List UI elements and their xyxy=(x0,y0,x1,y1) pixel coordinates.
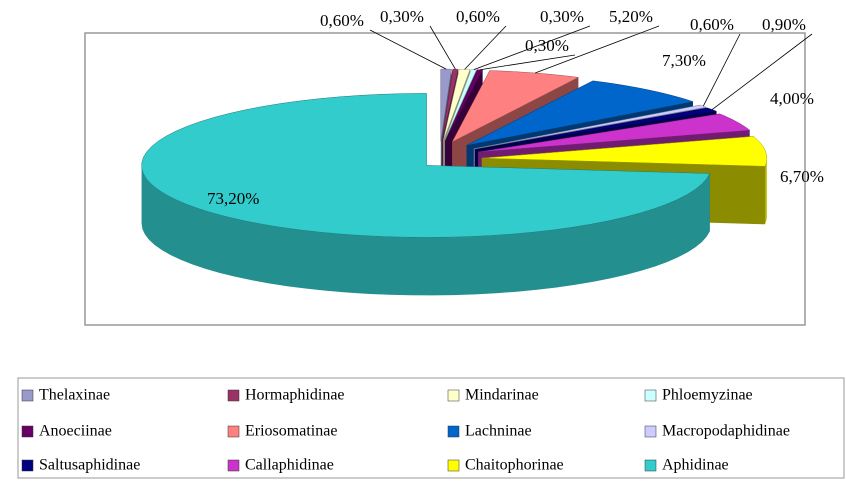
leader-line xyxy=(369,29,447,70)
leader-line xyxy=(429,25,456,70)
legend-label: Aphidinae xyxy=(662,457,729,474)
legend-swatch xyxy=(227,425,240,438)
legend-swatch xyxy=(227,389,240,402)
slice-top xyxy=(481,136,768,167)
data-label: 0,30% xyxy=(525,36,569,55)
leader-line xyxy=(702,33,741,107)
data-label: 0,90% xyxy=(762,15,806,34)
legend-label: Hormaphidinae xyxy=(245,387,345,404)
leader-line xyxy=(464,25,507,70)
leader-line xyxy=(711,33,813,110)
legend-swatch xyxy=(644,459,657,472)
legend-swatch xyxy=(447,425,460,438)
legend-box xyxy=(17,377,845,479)
legend-swatch xyxy=(21,425,34,438)
legend-swatch xyxy=(447,389,460,402)
data-label: 5,20% xyxy=(609,7,653,26)
data-label: 6,70% xyxy=(780,167,824,186)
slice-top xyxy=(466,80,694,146)
legend-swatch xyxy=(21,459,34,472)
pie: 0,60% 0,30% 0,60% 0,30% 0,30% 5,20% 7,30% 0,60%… xyxy=(141,7,824,296)
slice-top xyxy=(141,93,711,238)
slice-wall xyxy=(764,158,767,225)
data-label: 73,20% xyxy=(207,189,259,208)
legend-label: Lachninae xyxy=(465,423,532,440)
legend-label: Eriosomatinae xyxy=(245,423,337,440)
legend-label: Thelaxinae xyxy=(39,387,110,404)
slice xyxy=(141,93,711,296)
leader-line xyxy=(479,54,576,71)
legend-swatch xyxy=(21,389,34,402)
plot-area xyxy=(84,32,806,326)
legend-swatch xyxy=(447,459,460,472)
data-label: 4,00% xyxy=(770,89,814,108)
leader-line xyxy=(473,25,591,70)
data-label: 0,30% xyxy=(380,7,424,26)
legend-label: Phloemyzinae xyxy=(662,387,753,404)
legend-label: Macropodaphidinae xyxy=(662,423,790,440)
legend-swatch xyxy=(644,389,657,402)
data-label: 0,30% xyxy=(540,7,584,26)
legend-swatch xyxy=(644,425,657,438)
legend-label: Callaphidinae xyxy=(245,457,334,474)
legend-label: Chaitophorinae xyxy=(465,457,564,474)
legend-swatch xyxy=(227,459,240,472)
legend-label: Saltusaphidinae xyxy=(39,457,140,474)
legend-label: Anoeciinae xyxy=(39,423,112,440)
data-label: 7,30% xyxy=(662,51,706,70)
legend: Thelaxinae Hormaphidinae Mindarinae Phloemy… xyxy=(21,387,790,474)
data-label: 0,60% xyxy=(320,11,364,30)
data-label: 0,60% xyxy=(690,15,734,34)
data-label: 0,60% xyxy=(456,7,500,26)
slice-top xyxy=(478,113,751,153)
leader-line xyxy=(535,25,660,74)
legend-label: Mindarinae xyxy=(465,387,539,404)
slice-wall xyxy=(141,165,710,296)
